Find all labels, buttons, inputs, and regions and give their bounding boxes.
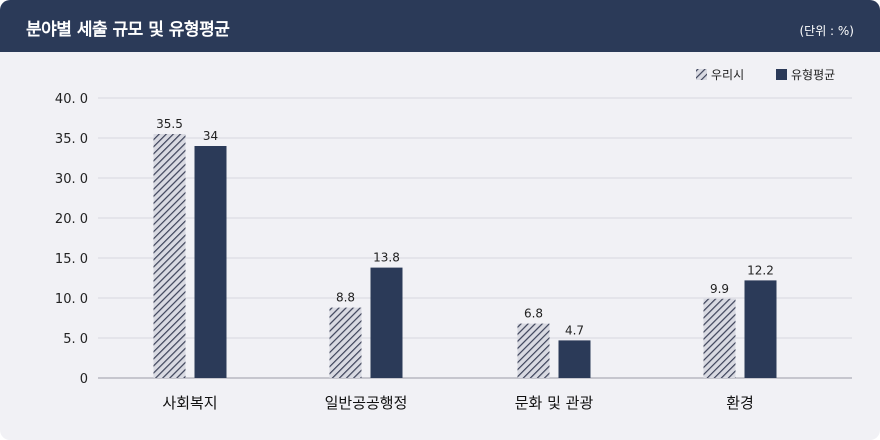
bar-chart: 0 5. 0 10. 0 15. 0 20. 0 30. 0 35. 0 40. 0 35.5…	[55, 68, 852, 412]
category-label: 일반공공행정	[325, 394, 408, 412]
category-label: 문화 및 관광	[515, 394, 594, 412]
data-label: 35.5	[156, 117, 183, 131]
bar-type-average	[194, 146, 227, 378]
bar-type-average	[558, 340, 591, 378]
bar-our-city	[703, 298, 736, 378]
category-label: 환경	[726, 394, 754, 412]
y-tick-label: 10. 0	[55, 292, 88, 307]
data-label: 4.7	[565, 323, 584, 337]
bar-type-average	[744, 280, 777, 378]
chart-title: 분야별 세출 규모 및 유형평균	[26, 20, 230, 40]
legend-label-our-city: 우리시	[711, 68, 744, 82]
unit-label: (단위 : %)	[799, 24, 854, 38]
data-label: 8.8	[336, 291, 355, 305]
y-tick-label: 20. 0	[55, 212, 88, 227]
bar-our-city	[153, 134, 186, 378]
data-label: 34	[203, 129, 218, 143]
legend-swatch-type-average	[776, 69, 787, 80]
y-tick-label: 35. 0	[55, 132, 88, 147]
chart-header: 분야별 세출 규모 및 유형평균 (단위 : %)	[0, 0, 880, 52]
y-tick-label: 5. 0	[63, 332, 88, 347]
y-tick-label: 40. 0	[55, 92, 88, 107]
data-label: 6.8	[524, 307, 543, 321]
legend-swatch-our-city	[696, 69, 707, 80]
category-label: 사회복지	[162, 394, 217, 412]
y-tick-label: 30. 0	[55, 172, 88, 187]
data-label: 12.2	[747, 263, 774, 277]
y-tick-label: 0	[80, 372, 88, 387]
legend-label-type-average: 유형평균	[791, 68, 835, 82]
bar-type-average	[370, 267, 403, 378]
data-label: 13.8	[373, 251, 400, 265]
bar-our-city	[329, 307, 362, 378]
data-label: 9.9	[710, 282, 729, 296]
bar-our-city	[517, 323, 550, 378]
y-tick-label: 15. 0	[55, 252, 88, 267]
